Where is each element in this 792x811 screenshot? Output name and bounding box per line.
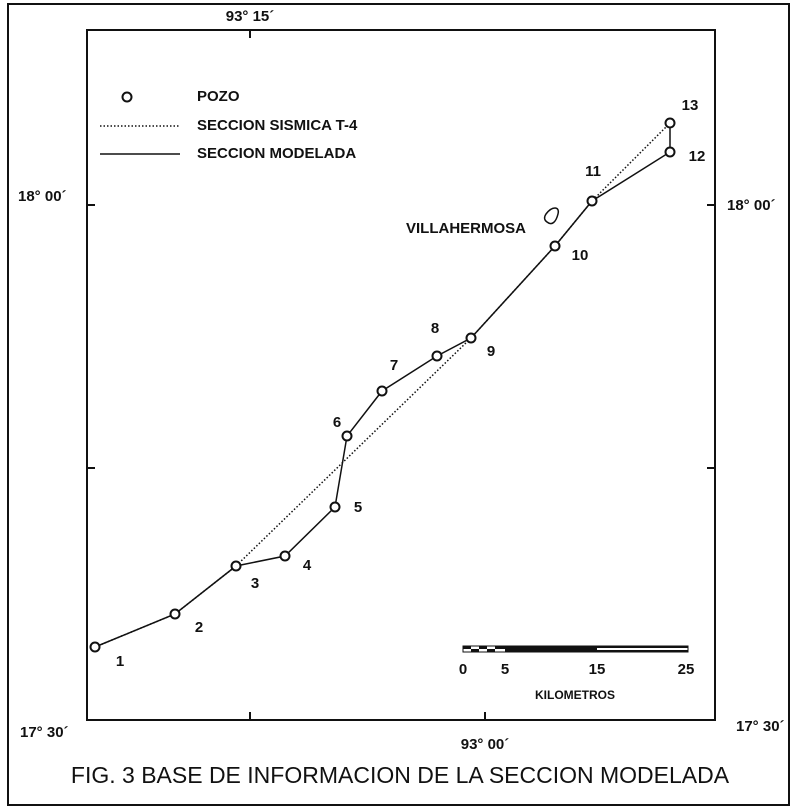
well bbox=[586, 195, 598, 207]
frame-ticks bbox=[87, 30, 715, 720]
well bbox=[664, 146, 676, 158]
outer-frame bbox=[7, 3, 790, 806]
well-label: 7 bbox=[390, 357, 398, 374]
well bbox=[279, 550, 291, 562]
well bbox=[465, 332, 477, 344]
well bbox=[329, 501, 341, 513]
well-label: 9 bbox=[487, 343, 495, 360]
well-label: 6 bbox=[333, 414, 341, 431]
well bbox=[549, 240, 561, 252]
scale-tick: 15 bbox=[589, 661, 606, 678]
well-label: 13 bbox=[682, 97, 699, 114]
coord-label: 18° 00´ bbox=[727, 197, 776, 214]
legend-label: SECCION SISMICA T-4 bbox=[197, 117, 358, 134]
legend-well-symbol bbox=[121, 91, 133, 103]
well bbox=[230, 560, 242, 572]
well-label: 5 bbox=[354, 499, 362, 516]
well bbox=[89, 641, 101, 653]
well-label: 10 bbox=[572, 247, 589, 264]
well-label: 11 bbox=[585, 163, 601, 180]
caption: FIG. 3 BASE DE INFORMACION DE LA SECCION… bbox=[71, 762, 730, 788]
well-label: 4 bbox=[303, 557, 312, 574]
city-outline bbox=[543, 207, 560, 225]
legend-label: POZO bbox=[197, 88, 240, 105]
well-label: 8 bbox=[431, 320, 439, 337]
well-label: 2 bbox=[195, 619, 203, 636]
well bbox=[431, 350, 443, 362]
well-label: 3 bbox=[251, 575, 259, 592]
scale-bar bbox=[462, 645, 689, 653]
map-frame bbox=[86, 29, 716, 721]
well bbox=[169, 608, 181, 620]
coord-label: 17° 30´ bbox=[736, 718, 785, 735]
scale-tick: 25 bbox=[678, 661, 695, 678]
well-label: 1 bbox=[116, 653, 124, 670]
legend-label: SECCION MODELADA bbox=[197, 145, 356, 162]
seismic-section bbox=[94, 122, 671, 648]
coord-label: 17° 30´ bbox=[20, 724, 69, 741]
model-section bbox=[94, 123, 671, 648]
scale-tick: 5 bbox=[501, 661, 509, 678]
scale-tick: 0 bbox=[459, 661, 467, 678]
coord-label: 93° 15´ bbox=[226, 8, 275, 25]
coord-label: 18° 00´ bbox=[18, 188, 67, 205]
well bbox=[341, 430, 353, 442]
scale-unit: KILOMETROS bbox=[535, 688, 615, 702]
city-label: VILLAHERMOSA bbox=[406, 220, 526, 237]
well bbox=[664, 117, 676, 129]
well bbox=[376, 385, 388, 397]
coord-label: 93° 00´ bbox=[461, 736, 510, 753]
well-label: 12 bbox=[689, 148, 706, 165]
